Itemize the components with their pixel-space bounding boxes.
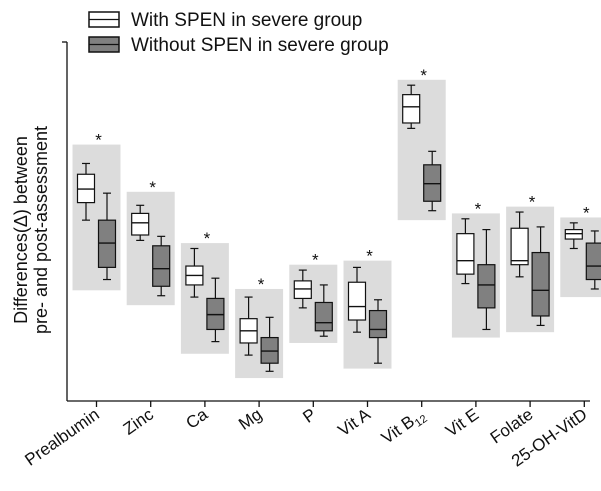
x-tick-label-prealbumin: Prealbumin — [21, 405, 102, 470]
x-tick-label-ca: Ca — [182, 404, 211, 432]
significance-marker-folate: * — [529, 193, 536, 212]
box-zinc-with-spen-iqr — [131, 212, 150, 236]
box-vit-a-with-spen-iqr — [347, 281, 367, 321]
legend: With SPEN in severe group Without SPEN i… — [88, 10, 389, 56]
significance-marker-prealbumin: * — [95, 131, 102, 150]
x-tick-label-mg: Mg — [235, 405, 265, 434]
significance-marker-zinc: * — [149, 178, 156, 197]
significance-marker-p: * — [312, 251, 319, 270]
x-tick-label-vit-b12: Vit B12 — [378, 405, 430, 450]
x-tick-label-vit-e: Vit E — [442, 405, 482, 441]
significance-marker-mg: * — [258, 275, 265, 294]
x-tick-label-zinc: Zinc — [120, 404, 158, 438]
significance-marker-vit-b12: * — [420, 66, 427, 85]
x-tick-label-p: P — [299, 405, 319, 427]
significance-marker-vit-e: * — [475, 199, 482, 218]
x-tick-label-vit-a: Vit A — [335, 404, 375, 440]
plot-area: * * * * * * * * * * — [72, 66, 601, 379]
x-axis-ticks: Prealbumin Zinc Ca Mg P Vit A Vit B12 Vit E Fola… — [21, 401, 591, 470]
box-vit-b12-with-spen-iqr — [402, 94, 421, 124]
box-vit-e-without-spen-iqr — [477, 264, 496, 309]
box-vit-a-without-spen-iqr — [368, 309, 388, 339]
y-axis-title-line-1: Differences(Δ) between — [11, 136, 31, 324]
group-background-prealbumin — [72, 144, 121, 291]
box-p-without-spen-iqr — [314, 301, 333, 332]
box-folate-with-spen-iqr — [510, 227, 529, 266]
y-axis-title: Differences(Δ) between pre- and post-ass… — [11, 126, 51, 334]
legend-label-with-spen: With SPEN in severe group — [131, 10, 362, 31]
significance-marker-25-oh-vitd: * — [583, 203, 590, 222]
legend-label-without-spen: Without SPEN in severe group — [131, 35, 389, 56]
box-zinc-without-spen-iqr — [152, 245, 171, 287]
significance-marker-vit-a: * — [366, 247, 373, 266]
y-axis-title-line-2: pre- and post-assessment — [31, 126, 51, 334]
box-folate-without-spen-iqr — [531, 251, 550, 317]
significance-marker-ca: * — [204, 229, 211, 248]
box-vit-e-with-spen-iqr — [456, 233, 475, 275]
box-25-oh-vitd-without-spen-iqr — [585, 242, 601, 281]
